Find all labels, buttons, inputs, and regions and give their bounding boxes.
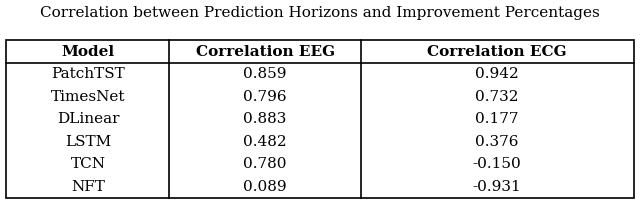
Text: TimesNet: TimesNet [51,90,125,104]
Text: 0.732: 0.732 [476,90,519,104]
Text: 0.089: 0.089 [243,180,287,194]
Text: TCN: TCN [70,157,106,171]
Text: DLinear: DLinear [57,112,119,126]
Text: 0.780: 0.780 [243,157,287,171]
Text: 0.883: 0.883 [243,112,287,126]
Text: PatchTST: PatchTST [51,67,125,81]
Text: Model: Model [61,45,115,59]
Text: Correlation EEG: Correlation EEG [196,45,335,59]
Text: -0.931: -0.931 [473,180,522,194]
Text: Correlation between Prediction Horizons and Improvement Percentages: Correlation between Prediction Horizons … [40,6,600,20]
Text: -0.150: -0.150 [473,157,522,171]
Text: NFT: NFT [71,180,105,194]
Text: 0.796: 0.796 [243,90,287,104]
Text: 0.482: 0.482 [243,135,287,149]
Text: 0.942: 0.942 [476,67,519,81]
Text: 0.177: 0.177 [476,112,519,126]
Text: LSTM: LSTM [65,135,111,149]
Text: 0.376: 0.376 [476,135,519,149]
Text: 0.859: 0.859 [243,67,287,81]
Text: Correlation ECG: Correlation ECG [428,45,567,59]
